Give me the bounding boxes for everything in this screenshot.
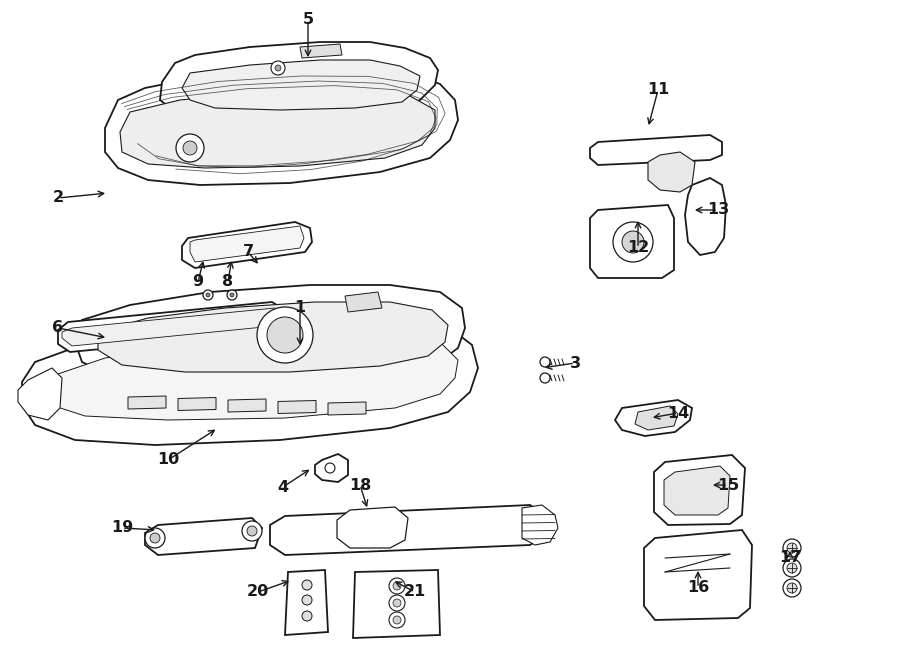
Text: 21: 21: [404, 584, 426, 600]
Polygon shape: [145, 518, 262, 555]
Polygon shape: [328, 402, 366, 415]
Polygon shape: [120, 90, 435, 168]
Text: 15: 15: [717, 477, 739, 492]
Circle shape: [227, 290, 237, 300]
Circle shape: [787, 583, 797, 593]
Circle shape: [783, 539, 801, 557]
Circle shape: [183, 141, 197, 155]
Polygon shape: [228, 399, 266, 412]
Polygon shape: [128, 396, 166, 409]
Polygon shape: [18, 368, 62, 420]
Text: 11: 11: [647, 83, 669, 98]
Text: 20: 20: [247, 584, 269, 600]
Polygon shape: [75, 285, 465, 385]
Polygon shape: [42, 336, 458, 420]
Polygon shape: [345, 292, 382, 312]
Polygon shape: [58, 302, 285, 352]
Text: 5: 5: [302, 13, 313, 28]
Polygon shape: [22, 320, 478, 445]
Polygon shape: [590, 205, 674, 278]
Polygon shape: [278, 401, 316, 414]
Polygon shape: [685, 178, 726, 255]
Circle shape: [230, 293, 234, 297]
Text: 7: 7: [242, 245, 254, 260]
Circle shape: [540, 373, 550, 383]
Polygon shape: [590, 135, 722, 165]
Text: 17: 17: [778, 551, 801, 566]
Circle shape: [275, 65, 281, 71]
Polygon shape: [522, 505, 558, 545]
Circle shape: [783, 559, 801, 577]
Circle shape: [613, 222, 653, 262]
Circle shape: [389, 595, 405, 611]
Text: 9: 9: [193, 274, 203, 290]
Polygon shape: [615, 400, 692, 436]
Text: 2: 2: [52, 190, 64, 206]
Polygon shape: [285, 570, 328, 635]
Polygon shape: [182, 60, 420, 110]
Circle shape: [271, 61, 285, 75]
Circle shape: [787, 543, 797, 553]
Circle shape: [393, 599, 401, 607]
Polygon shape: [300, 44, 342, 58]
Text: 13: 13: [706, 202, 729, 217]
Polygon shape: [654, 455, 745, 525]
Polygon shape: [270, 505, 545, 555]
Circle shape: [783, 579, 801, 597]
Text: 16: 16: [687, 580, 709, 596]
Circle shape: [389, 612, 405, 628]
Circle shape: [242, 521, 262, 541]
Polygon shape: [62, 308, 278, 346]
Circle shape: [247, 526, 257, 536]
Polygon shape: [190, 226, 304, 262]
Polygon shape: [178, 397, 216, 410]
Circle shape: [302, 611, 312, 621]
Circle shape: [150, 533, 160, 543]
Polygon shape: [182, 222, 312, 268]
Text: 14: 14: [667, 405, 689, 420]
Text: 1: 1: [294, 301, 306, 315]
Polygon shape: [160, 42, 438, 120]
Text: 4: 4: [277, 479, 289, 494]
Circle shape: [787, 563, 797, 573]
Circle shape: [145, 528, 165, 548]
Circle shape: [302, 580, 312, 590]
Circle shape: [206, 293, 210, 297]
Circle shape: [257, 307, 313, 363]
Text: 12: 12: [627, 241, 649, 256]
Circle shape: [203, 290, 213, 300]
Polygon shape: [644, 530, 752, 620]
Polygon shape: [315, 454, 348, 482]
Circle shape: [325, 463, 335, 473]
Polygon shape: [664, 466, 730, 515]
Text: 6: 6: [52, 321, 64, 336]
Circle shape: [267, 317, 303, 353]
Circle shape: [540, 357, 550, 367]
Text: 19: 19: [111, 520, 133, 535]
Circle shape: [176, 134, 204, 162]
Circle shape: [389, 578, 405, 594]
Polygon shape: [105, 68, 458, 185]
Text: 10: 10: [157, 453, 179, 467]
Polygon shape: [648, 152, 695, 192]
Polygon shape: [337, 507, 408, 548]
Circle shape: [393, 582, 401, 590]
Text: 8: 8: [222, 274, 234, 290]
Circle shape: [302, 595, 312, 605]
Polygon shape: [98, 302, 448, 372]
Circle shape: [393, 616, 401, 624]
Polygon shape: [353, 570, 440, 638]
Circle shape: [622, 231, 644, 253]
Polygon shape: [635, 406, 678, 430]
Text: 18: 18: [349, 477, 371, 492]
Text: 3: 3: [570, 356, 580, 371]
